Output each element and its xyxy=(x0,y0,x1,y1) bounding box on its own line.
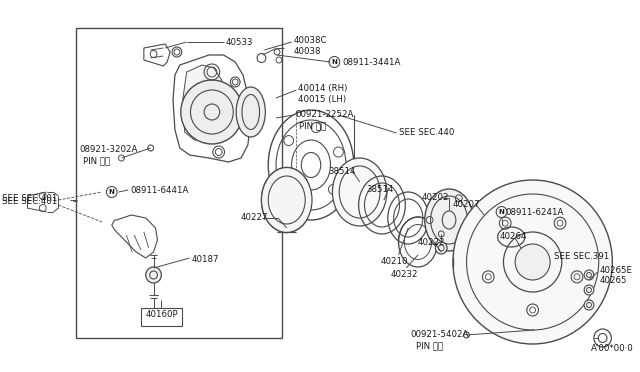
Text: PIN ビン: PIN ビン xyxy=(300,121,326,130)
Text: 40015 (LH): 40015 (LH) xyxy=(298,95,346,104)
Ellipse shape xyxy=(236,87,266,137)
Text: 00921-5402A: 00921-5402A xyxy=(410,330,468,339)
Text: SEE SEC.401: SEE SEC.401 xyxy=(2,197,58,206)
Polygon shape xyxy=(183,65,225,140)
Circle shape xyxy=(584,270,594,280)
Text: 08911-3441A: 08911-3441A xyxy=(342,58,401,67)
Text: 08911-6241A: 08911-6241A xyxy=(506,208,564,217)
Text: SEE SEC.391: SEE SEC.391 xyxy=(554,252,609,261)
Text: 40038C: 40038C xyxy=(294,36,327,45)
Text: 40202: 40202 xyxy=(422,193,449,202)
Circle shape xyxy=(584,300,594,310)
Text: SEE SEC.401: SEE SEC.401 xyxy=(2,194,58,203)
Text: 40264: 40264 xyxy=(500,232,527,241)
Text: N: N xyxy=(332,59,337,65)
Text: PIN ビン: PIN ビン xyxy=(83,156,109,165)
Text: A'00*00·0: A'00*00·0 xyxy=(591,344,634,353)
Text: N: N xyxy=(499,209,504,215)
Ellipse shape xyxy=(262,167,312,232)
Circle shape xyxy=(584,285,594,295)
Text: 40038: 40038 xyxy=(294,47,321,56)
Text: 38514: 38514 xyxy=(367,185,394,194)
Text: 40014 (RH): 40014 (RH) xyxy=(298,84,348,93)
Text: 40265E: 40265E xyxy=(600,266,633,275)
Text: 00921-2252A: 00921-2252A xyxy=(296,110,354,119)
Circle shape xyxy=(515,244,550,280)
Text: 40187: 40187 xyxy=(191,255,219,264)
Text: 38514: 38514 xyxy=(328,167,356,176)
Circle shape xyxy=(146,267,161,283)
Text: 08921-3202A: 08921-3202A xyxy=(80,145,138,154)
Circle shape xyxy=(180,80,243,144)
Ellipse shape xyxy=(332,158,387,226)
Circle shape xyxy=(453,180,612,344)
Text: 40265: 40265 xyxy=(600,276,627,285)
Text: 40533: 40533 xyxy=(225,38,253,47)
Bar xyxy=(76,28,282,338)
Text: 40232: 40232 xyxy=(391,270,418,279)
Text: 40210: 40210 xyxy=(381,257,408,266)
Text: SEE SEC.440: SEE SEC.440 xyxy=(399,128,454,137)
Text: 40227: 40227 xyxy=(241,213,269,222)
Text: 40222: 40222 xyxy=(418,238,445,247)
Text: 40160P: 40160P xyxy=(146,310,179,319)
Circle shape xyxy=(435,242,447,254)
Text: 40207: 40207 xyxy=(453,200,481,209)
Ellipse shape xyxy=(425,189,474,251)
Text: PIN ビン: PIN ビン xyxy=(416,341,443,350)
Text: N: N xyxy=(109,189,115,195)
Text: 08911-6441A: 08911-6441A xyxy=(131,186,189,195)
Bar xyxy=(141,308,182,326)
